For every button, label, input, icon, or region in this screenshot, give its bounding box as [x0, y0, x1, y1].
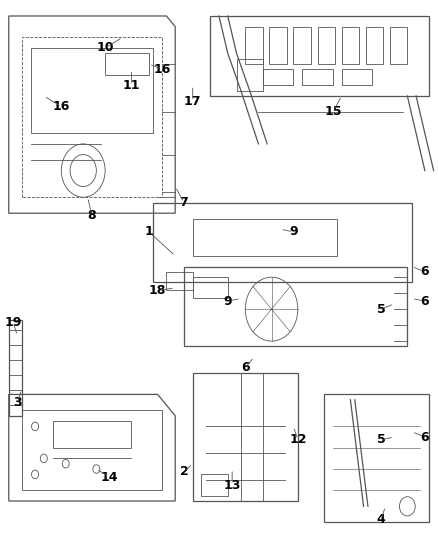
Text: 9: 9	[289, 225, 298, 238]
Bar	[201, 474, 228, 496]
Bar	[342, 69, 372, 85]
Bar	[105, 53, 149, 75]
Text: 6: 6	[420, 265, 429, 278]
Text: 14: 14	[101, 471, 118, 483]
Bar	[237, 59, 263, 91]
Bar	[263, 69, 293, 85]
Text: 6: 6	[420, 431, 429, 443]
Text: 12: 12	[289, 433, 307, 446]
Bar	[302, 69, 333, 85]
Text: 18: 18	[149, 284, 166, 297]
Text: 16: 16	[153, 63, 171, 76]
Text: 3: 3	[13, 396, 22, 409]
Text: 6: 6	[420, 295, 429, 308]
Text: 11: 11	[123, 79, 140, 92]
Text: 7: 7	[180, 196, 188, 209]
Bar	[269, 27, 287, 64]
Text: 6: 6	[241, 361, 250, 374]
Text: 8: 8	[88, 209, 96, 222]
Text: 13: 13	[223, 479, 241, 491]
Text: 2: 2	[180, 465, 188, 478]
Text: 17: 17	[184, 95, 201, 108]
Text: 5: 5	[377, 433, 385, 446]
Text: 19: 19	[4, 316, 22, 329]
Bar	[245, 27, 263, 64]
Text: 9: 9	[223, 295, 232, 308]
Bar	[193, 219, 337, 256]
Text: 5: 5	[377, 303, 385, 316]
Bar	[366, 27, 383, 64]
Text: 1: 1	[145, 225, 153, 238]
Bar	[342, 27, 359, 64]
Text: 15: 15	[324, 106, 342, 118]
Bar	[53, 421, 131, 448]
Text: 16: 16	[53, 100, 70, 113]
Text: 4: 4	[377, 513, 385, 526]
Bar	[193, 277, 228, 298]
Bar	[390, 27, 407, 64]
Bar	[318, 27, 335, 64]
Bar	[166, 272, 193, 290]
Text: 10: 10	[96, 42, 114, 54]
Bar	[293, 27, 311, 64]
